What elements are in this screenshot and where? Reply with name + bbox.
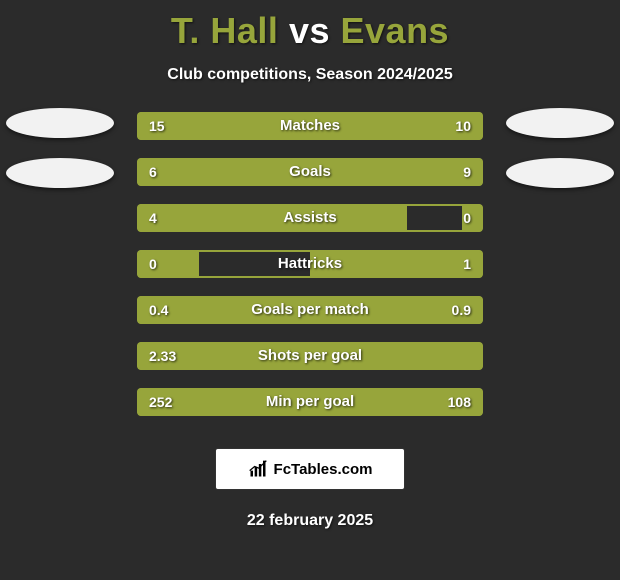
stats-arena: 1510Matches 69Goals 40Assists 01Hattricks 0.…	[0, 112, 620, 422]
brand-badge: FcTables.com	[215, 448, 405, 490]
stat-row: 01Hattricks	[137, 250, 483, 278]
stat-bar-left	[137, 342, 483, 370]
stat-bar-right	[244, 296, 483, 324]
stat-bar-left	[137, 296, 244, 324]
avatar-placeholder-icon	[6, 108, 114, 138]
title-player-left: T. Hall	[171, 10, 279, 51]
stat-bar-left	[137, 112, 345, 140]
comparison-title: T. Hall vs Evans	[0, 0, 620, 52]
stat-row: 1510Matches	[137, 112, 483, 140]
stat-bar-left	[137, 388, 379, 416]
stat-bar-right	[310, 250, 483, 278]
stat-row: 0.40.9Goals per match	[137, 296, 483, 324]
avatar-placeholder-icon	[506, 158, 614, 188]
avatar-placeholder-icon	[6, 158, 114, 188]
brand-chart-icon	[248, 459, 268, 479]
stat-rows: 1510Matches 69Goals 40Assists 01Hattricks 0.…	[137, 112, 483, 434]
stat-bar-right	[345, 112, 483, 140]
stat-bar-right	[462, 204, 483, 232]
stat-bar-left	[137, 250, 199, 278]
stat-row: 252108Min per goal	[137, 388, 483, 416]
player-right-avatars	[500, 112, 620, 216]
stat-row: 40Assists	[137, 204, 483, 232]
stat-bar-right	[379, 388, 483, 416]
snapshot-date: 22 february 2025	[0, 512, 620, 530]
avatar-placeholder-icon	[506, 108, 614, 138]
stat-row: 2.33Shots per goal	[137, 342, 483, 370]
stat-bar-left	[137, 158, 275, 186]
stat-row: 69Goals	[137, 158, 483, 186]
stat-bar-left	[137, 204, 407, 232]
player-left-avatars	[0, 112, 120, 216]
title-vs: vs	[289, 10, 330, 51]
comparison-subtitle: Club competitions, Season 2024/2025	[0, 66, 620, 84]
brand-text: FcTables.com	[274, 461, 373, 478]
stat-bar-right	[275, 158, 483, 186]
title-player-right: Evans	[341, 10, 450, 51]
